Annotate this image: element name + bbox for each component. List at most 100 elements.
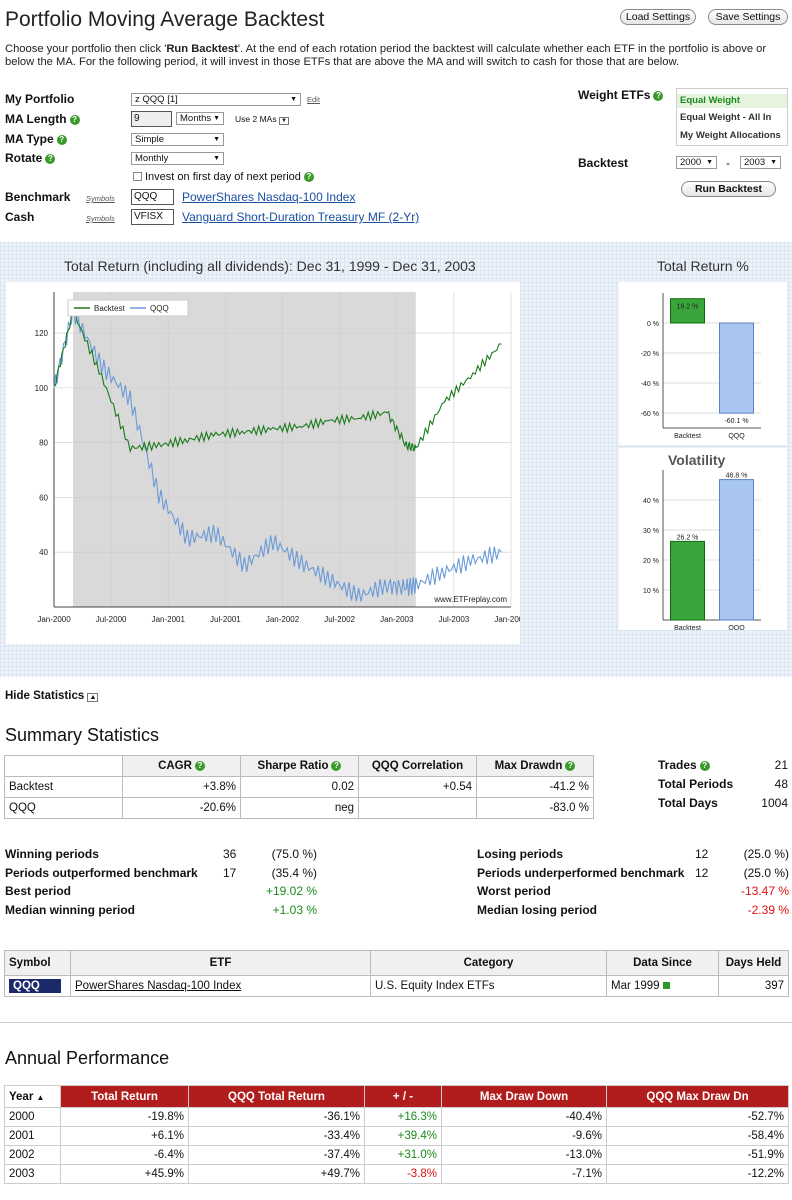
table-row: Backtest +3.8% 0.02 +0.54 -41.2 % [4, 776, 594, 798]
y-tick-label: 80 [39, 439, 48, 448]
use-2mas-toggle[interactable]: Use 2 MAs ▼ [235, 114, 289, 125]
data-label: 46.8 % [726, 473, 748, 480]
trades-label: Trades? [658, 758, 710, 772]
rotate-label: Rotate? [5, 151, 56, 165]
y-tick-label: -40 % [641, 381, 659, 388]
backtest-label: Backtest [578, 156, 629, 170]
holdings-table: Symbol ETF Category Data Since Days Held QQQ… [4, 950, 789, 997]
y-tick-label: -60 % [641, 411, 659, 418]
ma-type-label: MA Type? [5, 132, 67, 146]
table-row: QQQ PowerShares Nasdaq-100 Index U.S. Eq… [4, 975, 789, 997]
intro-text: Choose your portfolio then click 'Run Ba… [5, 43, 767, 68]
y-tick-label: 60 [39, 493, 48, 502]
x-tick-label: Jan-2000 [37, 615, 71, 624]
ma-length-input[interactable]: 9 [131, 111, 172, 127]
help-icon: ? [56, 135, 67, 145]
main-chart-title: Total Return (including all dividends): … [64, 258, 476, 274]
year-header[interactable]: Year ▲ [4, 1085, 61, 1108]
total-days-label: Total Days [658, 796, 718, 810]
save-settings-button[interactable]: Save Settings [708, 9, 788, 25]
portfolio-label: My Portfolio [5, 92, 75, 106]
to-year-select[interactable]: 2003 ▼ [740, 156, 781, 169]
annual-table: Year ▲ Total Return QQQ Total Return + / -… [4, 1085, 789, 1184]
total-days-value: 1004 [761, 796, 788, 810]
x-tick-label: Jan-2001 [152, 615, 186, 624]
y-tick-label: 10 % [643, 588, 659, 595]
x-tick-label: QQQ [728, 433, 745, 440]
y-tick-label: 20 % [643, 558, 659, 565]
rotate-select[interactable]: Monthly ▼ [131, 152, 224, 165]
legend-box [67, 299, 189, 317]
bar-qqq [719, 322, 754, 414]
from-year-select[interactable]: 2000 ▼ [676, 156, 717, 169]
x-tick-label: QQQ [728, 625, 745, 630]
ma-type-select[interactable]: Simple ▼ [131, 133, 224, 146]
bar-qqq [719, 479, 754, 621]
x-tick-label: Backtest [674, 433, 701, 440]
cash-symbols-link[interactable]: Symbols [86, 214, 115, 223]
trades-value: 21 [774, 758, 788, 772]
expand-icon: ▼ [278, 117, 289, 125]
benchmark-input[interactable]: QQQ [131, 189, 174, 205]
volatility-bar-chart: 10 % 20 % 30 % 40 % 26.2 % Backtest 46.8 % QQQ [619, 448, 787, 630]
divider [0, 1022, 792, 1023]
status-square [662, 982, 670, 989]
edit-link[interactable]: Edit [307, 95, 320, 104]
data-label: 16.2 % [677, 304, 699, 311]
weight-option-equal[interactable]: Equal Weight [677, 94, 787, 108]
y-tick-label: 40 [39, 548, 48, 557]
page-title: Portfolio Moving Average Backtest [5, 8, 325, 31]
help-icon: ? [303, 172, 314, 182]
y-tick-label: -20 % [641, 351, 659, 358]
y-tick-label: 30 % [643, 528, 659, 535]
volatility-chart-title: Volatility [668, 452, 726, 468]
etf-link[interactable]: PowerShares Nasdaq-100 Index [75, 980, 242, 992]
data-label: -60.1 % [724, 418, 748, 425]
help-icon: ? [69, 115, 80, 125]
summary-table: CAGR? Sharpe Ratio? QQQ Correlation Max … [4, 755, 594, 819]
benchmark-name-link[interactable]: PowerShares Nasdaq-100 Index [182, 190, 356, 204]
invest-first-day-option[interactable]: Invest on first day of next period? [133, 171, 314, 183]
portfolio-select[interactable]: z QQQ [1] ▼ [131, 93, 301, 106]
collapse-icon: ▲ [87, 693, 99, 702]
symbol-badge: QQQ [9, 979, 61, 993]
legend-label: QQQ [150, 304, 169, 313]
table-row: QQQ -20.6% neg -83.0 % [4, 797, 594, 819]
total-periods-label: Total Periods [658, 777, 734, 791]
bar-backtest [670, 298, 705, 324]
sharpe-header: Sharpe Ratio? [240, 755, 359, 777]
series-line-qqq [53, 303, 502, 602]
drawdown-header: Max Drawdn? [476, 755, 594, 777]
annual-title: Annual Performance [5, 1048, 170, 1068]
help-icon: ? [45, 154, 56, 164]
ma-length-label: MA Length? [5, 112, 80, 126]
y-tick-label: 0 % [647, 321, 659, 328]
x-tick-label: Backtest [674, 625, 701, 630]
hide-statistics-toggle[interactable]: Hide Statistics ▲ [5, 690, 99, 702]
weight-option-my-allocations[interactable]: My Weight Allocations [680, 130, 781, 141]
ma-unit-select[interactable]: Months ▼ [176, 112, 224, 125]
return-chart-title: Total Return % [657, 258, 749, 274]
table-row: 2002 -6.4% -37.4% +31.0% -13.0% -51.9% [4, 1145, 789, 1165]
x-tick-label: Jan-2002 [266, 615, 300, 624]
invest-first-checkbox[interactable] [133, 172, 142, 181]
return-bar-chart: 0 % -20 % -40 % -60 % 16.2 % Backtest -60.1 % Q… [619, 282, 787, 445]
data-label: 26.2 % [677, 534, 699, 541]
run-backtest-button[interactable]: Run Backtest [681, 181, 776, 197]
weight-option-all-in[interactable]: Equal Weight - All In [680, 112, 772, 123]
table-row: 2003 +45.9% +49.7% -3.8% -7.1% -12.2% [4, 1164, 789, 1184]
watermark: www.ETFreplay.com [433, 595, 507, 604]
x-tick-label: Jan-2003 [380, 615, 414, 624]
cash-name-link[interactable]: Vanguard Short-Duration Treasury MF (2-Y… [182, 210, 420, 224]
benchmark-label: Benchmark [5, 190, 71, 204]
series-line-backtest [53, 312, 502, 454]
benchmark-symbols-link[interactable]: Symbols [86, 194, 115, 203]
total-return-chart: Jan-2000 Jul-2000 Jan-2001 Jul-2001 Jan-2002… [6, 282, 520, 644]
x-tick-label: Jul-2003 [439, 615, 470, 624]
load-settings-button[interactable]: Load Settings [620, 9, 696, 25]
year-dash: - [726, 156, 730, 170]
cash-input[interactable]: VFISX [131, 209, 174, 225]
summary-title: Summary Statistics [5, 725, 160, 745]
x-tick-label: Jul-2002 [324, 615, 355, 624]
x-tick-label: Jul-2001 [210, 615, 241, 624]
